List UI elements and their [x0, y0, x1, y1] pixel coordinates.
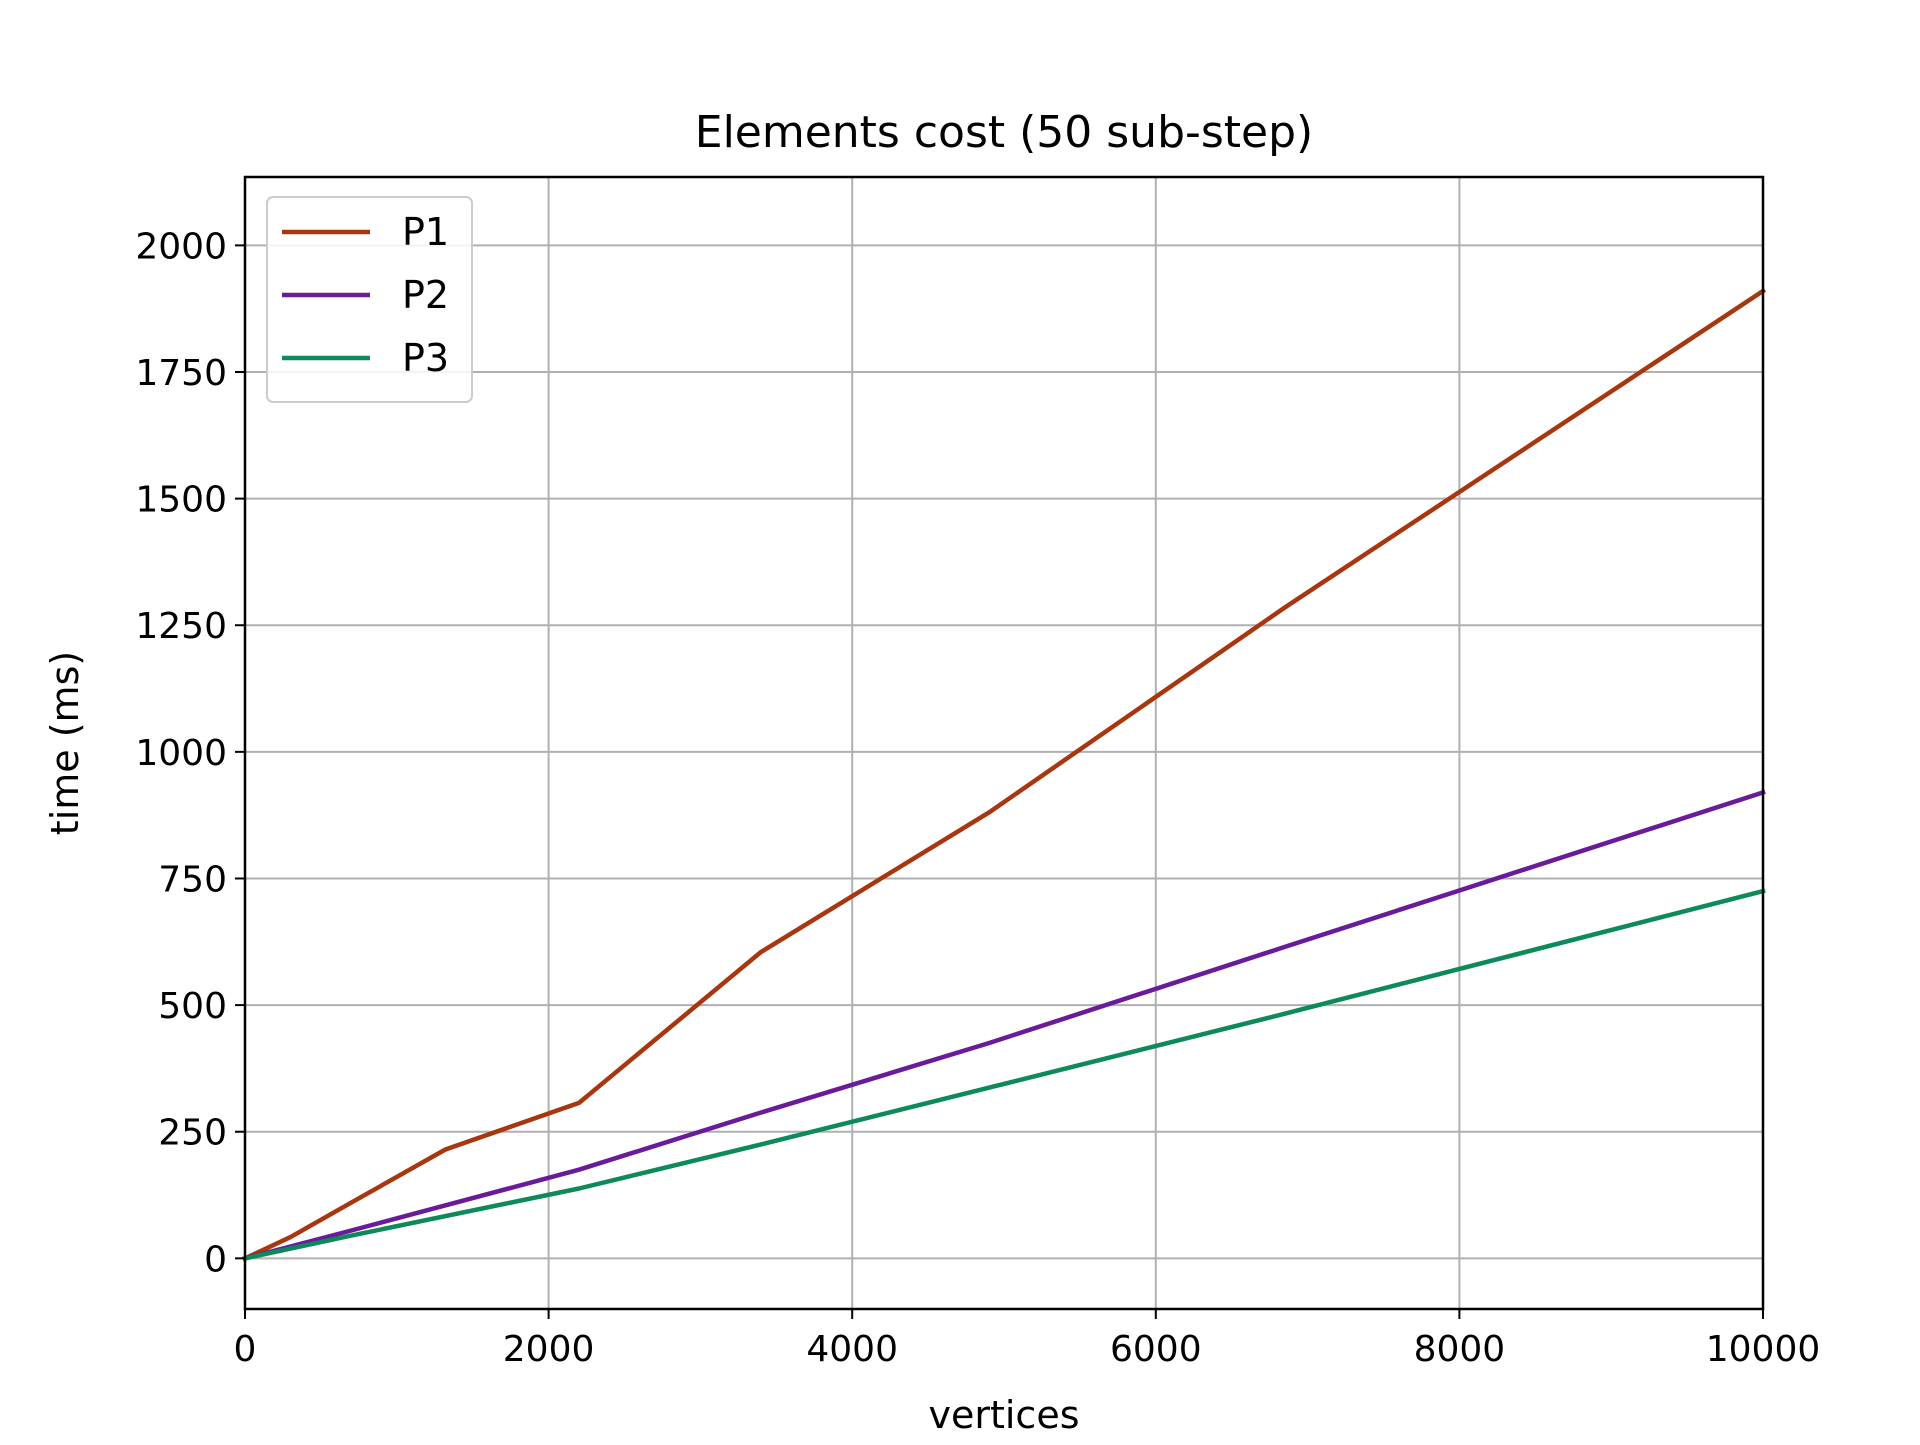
y-axis-label: time (ms) — [43, 651, 87, 835]
legend-label-p1: P1 — [402, 210, 449, 254]
y-tick-label: 0 — [204, 1239, 227, 1280]
legend-box — [266, 196, 473, 403]
legend-label-p2: P2 — [402, 273, 449, 317]
chart-title: Elements cost (50 sub-step) — [695, 107, 1313, 158]
x-tick-label: 0 — [234, 1329, 257, 1370]
legend-label-p3: P3 — [402, 336, 449, 380]
x-tick-label: 8000 — [1414, 1329, 1506, 1370]
x-tick-label: 10000 — [1706, 1329, 1821, 1370]
series-line-p3 — [242, 888, 1766, 1262]
y-tick-label: 750 — [158, 859, 227, 900]
y-tick-label: 1250 — [135, 606, 227, 647]
y-tick-label: 1750 — [135, 353, 227, 394]
x-tick-label: 2000 — [503, 1329, 595, 1370]
series-lines — [242, 287, 1767, 1262]
y-tick-label: 250 — [158, 1113, 227, 1154]
x-axis-ticks: 0 2000 4000 6000 8000 10000 — [234, 1309, 1821, 1370]
plot-frame — [243, 175, 1765, 1311]
x-tick-label: 6000 — [1110, 1329, 1202, 1370]
series-line-p2 — [242, 789, 1766, 1262]
y-tick-label: 2000 — [135, 226, 227, 267]
series-line-p1 — [242, 287, 1767, 1262]
y-tick-label: 1500 — [135, 480, 227, 521]
y-tick-label: 500 — [158, 986, 227, 1027]
y-tick-label: 1000 — [135, 733, 227, 774]
x-tick-label: 4000 — [806, 1329, 898, 1370]
x-axis-label: vertices — [928, 1393, 1079, 1437]
legend: P1 P2 P3 — [266, 196, 473, 403]
y-axis-ticks: 0 250 500 750 1000 1250 1500 1750 2000 — [135, 226, 245, 1280]
